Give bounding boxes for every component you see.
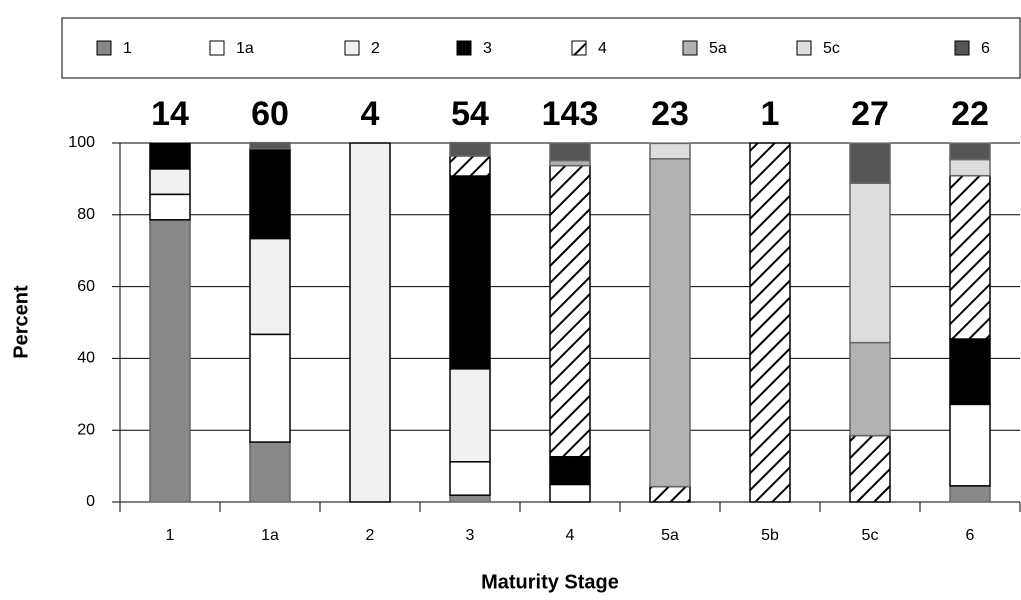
bar-segment <box>449 175 491 370</box>
count-label: 4 <box>361 95 380 133</box>
bar-segment <box>449 461 491 496</box>
bar-segment <box>149 219 191 503</box>
bar-segment <box>449 368 491 463</box>
bar-segment <box>549 159 591 167</box>
count-label: 143 <box>542 95 599 133</box>
legend-label: 4 <box>598 40 607 57</box>
legend-label: 5c <box>823 40 840 57</box>
legend-swatch <box>456 40 472 56</box>
legend-swatch <box>344 40 360 56</box>
y-tick-label: 40 <box>77 350 95 367</box>
bar-segment <box>849 434 891 503</box>
legend-swatch <box>682 40 698 56</box>
legend-box <box>61 17 1021 79</box>
bar-segment <box>449 155 491 177</box>
x-tick-label: 4 <box>566 527 575 544</box>
y-tick-label: 20 <box>77 421 95 438</box>
bar-segment <box>549 456 591 486</box>
legend-label: 6 <box>981 40 990 57</box>
x-tick-label: 3 <box>466 527 475 544</box>
bar-segment <box>449 494 491 503</box>
x-tick-label: 5a <box>661 527 679 544</box>
bar-segment <box>649 142 691 160</box>
bar-segment <box>949 485 991 503</box>
x-tick-label: 5c <box>862 527 879 544</box>
legend-label: 1a <box>236 40 254 57</box>
x-axis-title: Maturity Stage <box>481 571 619 593</box>
count-label: 23 <box>651 95 689 133</box>
legend-swatch <box>796 40 812 56</box>
bar-segment <box>949 142 991 161</box>
bar-segment <box>549 483 591 503</box>
bar-segment <box>849 182 891 344</box>
count-label: 27 <box>851 95 889 133</box>
count-label: 22 <box>951 95 989 133</box>
bar-segment <box>249 441 291 503</box>
count-label: 54 <box>451 95 489 133</box>
legend-label: 1 <box>123 40 132 57</box>
bar-segment <box>949 338 991 406</box>
y-tick-label: 0 <box>86 493 95 510</box>
bar-segment <box>249 147 291 240</box>
bar-segment <box>249 333 291 443</box>
legend-label: 5a <box>709 40 727 57</box>
bar-segment <box>549 164 591 458</box>
bar-segment <box>949 158 991 177</box>
bar-segment <box>849 142 891 184</box>
bar-segment <box>249 237 291 336</box>
bar-segment <box>749 142 791 503</box>
count-label: 1 <box>761 95 780 133</box>
legend-swatch <box>954 40 970 56</box>
bar-segment <box>649 485 691 503</box>
legend-swatch <box>96 40 112 56</box>
y-tick-label: 60 <box>77 278 95 295</box>
bar-segment <box>549 142 591 162</box>
legend-swatch <box>571 40 587 56</box>
x-tick-label: 5b <box>761 527 779 544</box>
bar-segment <box>149 142 191 170</box>
bar-segment <box>949 403 991 487</box>
bar-segment <box>249 141 291 150</box>
x-tick-label: 6 <box>966 527 975 544</box>
legend-label: 2 <box>371 40 380 57</box>
bar-segment <box>449 141 491 157</box>
bar-segment <box>949 174 991 340</box>
y-tick-label: 80 <box>77 206 95 223</box>
count-label: 60 <box>251 95 289 133</box>
bar-segment <box>349 142 391 503</box>
bar-segment <box>849 341 891 437</box>
x-tick-label: 2 <box>366 527 375 544</box>
x-tick-label: 1a <box>261 527 279 544</box>
x-tick-label: 1 <box>166 527 175 544</box>
y-tick-label: 100 <box>68 134 95 151</box>
bar-segment <box>649 158 691 488</box>
y-axis-title: Percent <box>10 285 32 359</box>
legend-label: 3 <box>483 40 492 57</box>
bar-segment <box>149 193 191 221</box>
count-label: 14 <box>151 95 189 133</box>
bar-segment <box>149 168 191 196</box>
legend-swatch <box>209 40 225 56</box>
